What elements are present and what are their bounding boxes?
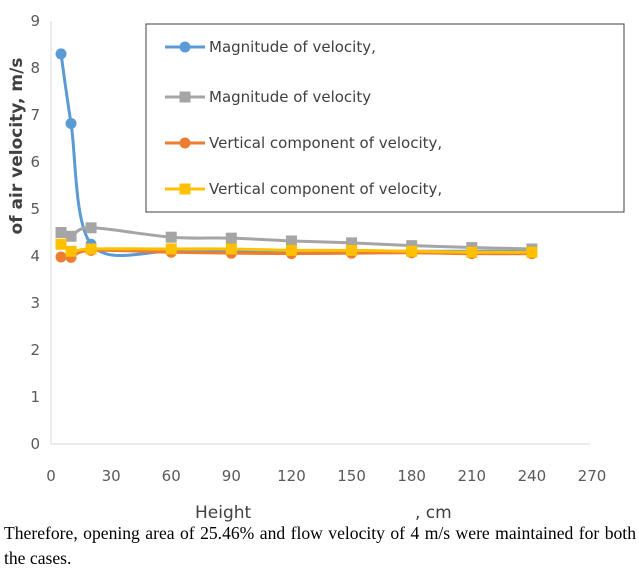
y-tick-label: 2 (30, 341, 40, 359)
x-tick-label: 0 (46, 467, 56, 485)
x-tick-label: 30 (102, 467, 121, 485)
y-tick-label: 8 (30, 59, 40, 77)
legend-item: Magnitude of velocity, (165, 38, 376, 56)
legend-label: Vertical component of velocity, (209, 134, 442, 152)
legend-label: Magnitude of velocity, (209, 38, 376, 56)
data-point (285, 235, 297, 247)
data-point (466, 246, 478, 258)
series-layer (55, 48, 538, 263)
series-line (60, 226, 532, 251)
x-tick-label: 210 (457, 467, 486, 485)
legend-swatch-marker (179, 41, 191, 53)
data-point (55, 238, 67, 250)
data-point (225, 243, 237, 255)
data-point (65, 230, 77, 242)
data-point (55, 227, 67, 238)
data-point (65, 117, 77, 129)
y-tick-label: 0 (30, 435, 40, 453)
y-tick-label: 3 (30, 294, 40, 312)
x-tick-label: 90 (222, 467, 241, 485)
data-point (85, 243, 97, 255)
data-point (165, 243, 177, 255)
data-point (55, 48, 67, 60)
y-tick-label: 1 (30, 388, 40, 406)
data-point (165, 231, 177, 243)
legend-label: Vertical component of velocity, (209, 180, 442, 198)
legend-swatch-marker (179, 91, 191, 103)
data-point (406, 245, 418, 257)
caption-text: Therefore, opening area of 25.46% and fl… (4, 523, 636, 568)
x-tick-label: 180 (397, 467, 426, 485)
data-point (225, 232, 237, 244)
legend-item: Vertical component of velocity, (165, 134, 442, 152)
data-point (55, 251, 67, 263)
legend: Magnitude of velocity, Magnitude of veloc… (145, 23, 625, 213)
x-axis-title-end: , cm (415, 503, 452, 522)
y-tick-label: 7 (30, 106, 40, 124)
data-point (85, 222, 97, 234)
line-chart: 0 1 2 3 4 5 6 7 8 9 0 30 60 90 120 150 180 210 240 270 of … (7, 12, 625, 522)
y-tick-labels: 0 1 2 3 4 5 6 7 8 9 (30, 12, 40, 453)
x-tick-label: 150 (337, 467, 366, 485)
x-tick-label: 270 (578, 467, 607, 485)
x-tick-label: 240 (518, 467, 547, 485)
legend-item: Magnitude of velocity (165, 88, 371, 106)
legend-box (145, 23, 625, 213)
x-axis-title: Height , cm (195, 503, 452, 522)
data-point (346, 244, 358, 256)
x-tick-labels: 0 30 60 90 120 150 180 210 240 270 (46, 467, 606, 485)
x-tick-label: 120 (277, 467, 306, 485)
data-point (65, 245, 77, 257)
data-point (406, 240, 418, 252)
y-tick-label: 9 (30, 12, 40, 30)
series-line (60, 243, 532, 254)
y-tick-label: 4 (30, 247, 40, 265)
legend-label: Magnitude of velocity (209, 88, 371, 106)
x-tick-label: 60 (162, 467, 181, 485)
data-point (526, 246, 538, 258)
legend-item: Vertical component of velocity, (165, 180, 442, 198)
series-4 (55, 238, 538, 258)
data-point (285, 244, 297, 256)
legend-swatch-marker (179, 137, 191, 149)
legend-swatch-marker (179, 183, 191, 195)
y-axis-title: of air velocity, m/s (7, 58, 27, 235)
data-point (346, 237, 358, 249)
y-tick-label: 6 (30, 153, 40, 171)
x-axis-title-start: Height (195, 503, 252, 522)
y-tick-label: 5 (30, 200, 40, 218)
